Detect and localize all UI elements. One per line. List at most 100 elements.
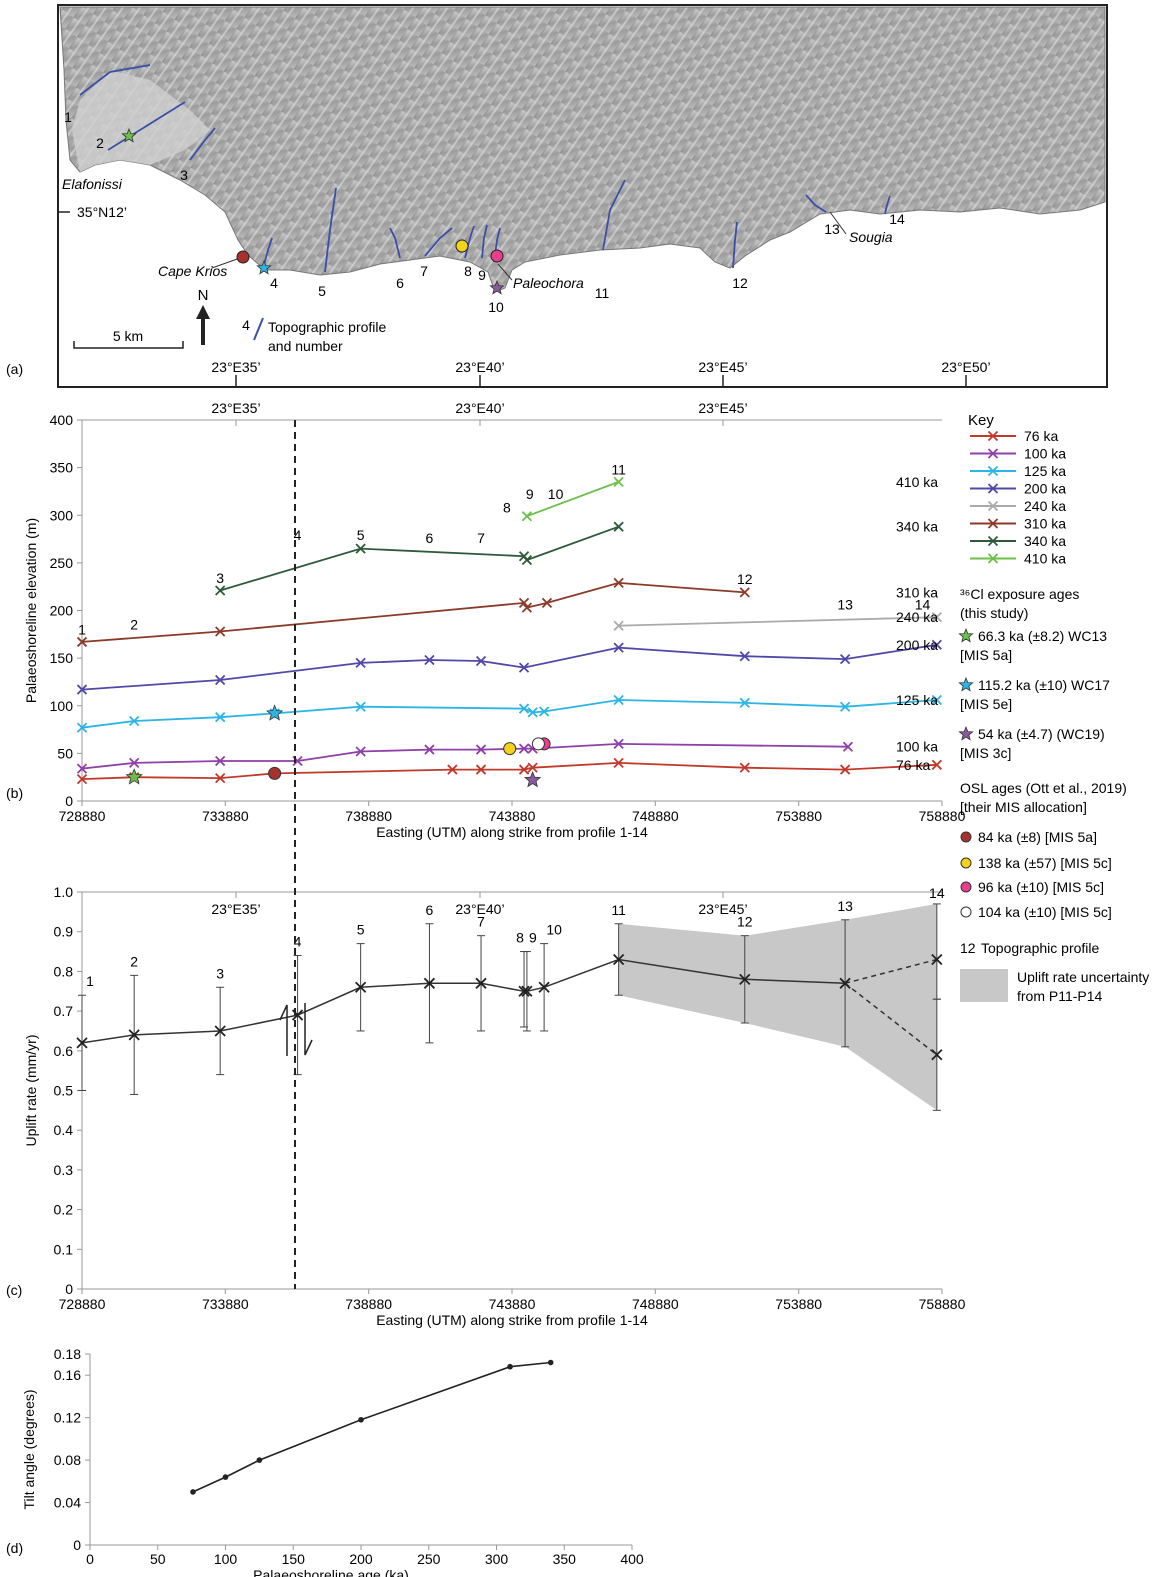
map-profile-number-12: 12 — [732, 275, 748, 291]
x-tick-label: 748880 — [632, 1296, 679, 1312]
profile-label-12: 12 — [737, 571, 753, 587]
osl-item-label: 96 ka (±10) [MIS 5c] — [978, 879, 1104, 895]
key-cross-410-ka — [987, 553, 999, 564]
map-profile-number-6: 6 — [396, 275, 404, 291]
key-label-340-ka: 340 ka — [1024, 533, 1066, 549]
north-label: N — [198, 287, 209, 304]
point-label-5: 5 — [357, 922, 365, 938]
x-tick-label: 753880 — [775, 1296, 822, 1312]
place-elafonissi: Elafonissi — [62, 176, 123, 192]
map-profile-line-11 — [602, 179, 626, 251]
map-star-wc19 — [489, 279, 505, 295]
x-tick-label: 150 — [282, 1551, 306, 1567]
point-label-12: 12 — [737, 914, 753, 930]
tilt-angle-chart: 0 0.04 0.08 0.12 0.16 0.18 0 50 100 150 200 250 300 3… — [6, 1346, 644, 1577]
series-end-label: 240 ka — [896, 609, 938, 625]
top-lon-label: 23°E45’ — [698, 901, 747, 917]
series-point-76-ka — [739, 762, 750, 773]
point-label-4: 4 — [294, 934, 302, 950]
series-point-240-ka — [613, 620, 624, 631]
key-osl-circle-icon — [960, 906, 972, 918]
key-cross-340-ka — [987, 535, 999, 547]
key-osl-circle-icon — [960, 857, 972, 869]
x-tick-label: 400 — [620, 1551, 644, 1567]
series-point-100-ka — [613, 738, 624, 749]
series-point-200-ka — [931, 639, 942, 650]
tilt-point — [507, 1363, 513, 1370]
series-point-100-ka — [842, 741, 854, 752]
y-tick-label: 0 — [65, 793, 73, 809]
y-axis-title: Palaeoshoreline elevation (m) — [23, 518, 39, 703]
y-tick-label: 100 — [50, 698, 74, 714]
series-point-200-ka — [215, 674, 226, 686]
tilt-point — [358, 1416, 364, 1423]
map-profile-line-6 — [389, 227, 401, 259]
tilt-point — [222, 1474, 229, 1480]
series-point-100-ka — [76, 763, 88, 774]
scale-bar — [73, 341, 184, 349]
map-lon-ticks — [235, 375, 967, 387]
x-tick-label: 250 — [417, 1551, 441, 1567]
map-lon-label-4: 23°E50’ — [941, 359, 990, 375]
cl-star-marker — [523, 770, 542, 788]
series-point-200-ka — [424, 654, 435, 666]
map-osl-yellow — [455, 239, 469, 253]
uplift-point-13 — [839, 977, 851, 989]
series-point-200-ka — [475, 655, 487, 667]
profile-label-8: 8 — [503, 499, 511, 515]
top-lon-label: 23°E45’ — [698, 400, 747, 416]
series-point-76-ka — [518, 764, 530, 775]
land-area — [59, 6, 1106, 293]
series-point-200-ka — [355, 657, 366, 669]
point-label-7: 7 — [477, 914, 485, 930]
osl-item-label: 138 ka (±57) [MIS 5c] — [978, 855, 1112, 871]
cl-star-marker — [265, 704, 284, 721]
series-point-125-ka — [613, 694, 624, 706]
map-legend-number: 4 — [242, 317, 250, 333]
key-label-76-ka: 76 ka — [1024, 428, 1058, 444]
map-star-wc13 — [121, 127, 137, 143]
y-tick-label: 0.12 — [54, 1410, 81, 1426]
y-tick-label: 0.2 — [54, 1202, 74, 1218]
key-profile-text: Topographic profile — [981, 940, 1100, 956]
osl-title-1: OSL ages (Ott et al., 2019) — [960, 780, 1127, 796]
series-line-310-ka — [81, 581, 745, 643]
panel-letter-a: (a) — [6, 361, 23, 377]
map-profile-number-4: 4 — [270, 275, 278, 291]
x-tick-label: 350 — [553, 1551, 577, 1567]
map-profile-number-8: 8 — [464, 263, 472, 279]
map-profile-number-13: 13 — [824, 221, 840, 237]
cl-item-line1: 54 ka (±4.7) (WC19) — [978, 726, 1105, 742]
cl-title-1: ³⁶Cl exposure ages — [960, 586, 1079, 602]
series-point-310-ka — [518, 597, 530, 609]
series-point-125-ka — [538, 706, 550, 717]
x-tick-label: 743880 — [489, 1296, 536, 1312]
x-tick-label: 100 — [214, 1551, 238, 1567]
sougia-leader — [829, 211, 847, 235]
place-cape-krios: Cape Krios — [158, 263, 227, 279]
series-point-76-ka — [76, 773, 88, 785]
y-tick-label: 1.0 — [54, 884, 74, 900]
x-tick-label: 758880 — [919, 1296, 966, 1312]
map-profile-number-10: 10 — [488, 299, 504, 315]
key-star-icon — [958, 725, 974, 741]
key-label-200-ka: 200 ka — [1024, 481, 1066, 497]
tilt-point — [190, 1489, 196, 1495]
y-tick-label: 350 — [50, 460, 74, 476]
y-tick-label: 0.1 — [54, 1241, 74, 1257]
series-point-76-ka — [215, 773, 226, 784]
map-profile-number-1: 1 — [64, 109, 72, 125]
series-point-340-ka — [613, 521, 624, 532]
series-end-label: 310 ka — [896, 584, 938, 600]
map-legend-text-1: Topographic profile — [268, 319, 387, 335]
series-point-310-ka — [521, 602, 533, 613]
point-label-11: 11 — [611, 902, 626, 918]
key-profile-number: 12 — [960, 940, 976, 956]
map-profile-number-7: 7 — [420, 263, 428, 279]
uplift-point-2 — [128, 1029, 140, 1041]
series-point-125-ka — [76, 722, 88, 733]
series-point-310-ka — [613, 577, 624, 589]
map-profile-line-5 — [324, 187, 337, 273]
cl-item-line2: [MIS 3c] — [960, 745, 1011, 761]
x-axis-title: Palaeoshoreline age (ka) — [253, 1567, 409, 1577]
